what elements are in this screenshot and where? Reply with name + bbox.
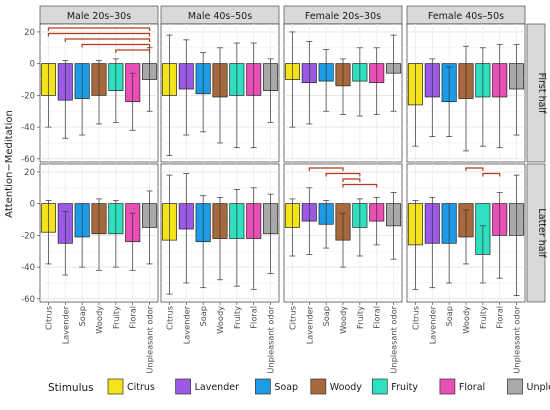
significance-bracket bbox=[465, 167, 484, 171]
y-tick-label: 0 bbox=[30, 200, 35, 210]
x-tick-label: Soap bbox=[77, 306, 87, 326]
legend-swatch-fruity bbox=[371, 378, 388, 395]
y-tick-label: 20 bbox=[24, 168, 35, 178]
x-tick-label: Fruity bbox=[355, 306, 365, 329]
legend-label: Lavender bbox=[195, 382, 239, 393]
x-tick-label: Lavender bbox=[304, 305, 314, 344]
x-tick-label: Floral bbox=[495, 306, 505, 329]
significance-bracket bbox=[482, 172, 501, 177]
strip-row-label-1: Latter half bbox=[536, 208, 547, 258]
y-tick-label: -40 bbox=[21, 263, 35, 273]
legend-label: Citrus bbox=[127, 382, 155, 393]
x-tick-label: Citrus bbox=[164, 306, 174, 330]
strip-col-label-2: Female 20s–30s bbox=[305, 11, 381, 22]
legend-swatch-unpleasant-odor bbox=[507, 378, 523, 395]
x-tick-label: Woody bbox=[215, 306, 225, 334]
legend-title: Stimulus bbox=[48, 382, 94, 394]
x-tick-label: Woody bbox=[338, 306, 348, 334]
legend-label: Woody bbox=[330, 382, 362, 393]
y-tick-label: -60 bbox=[21, 155, 35, 165]
x-tick-label: Citrus bbox=[410, 306, 420, 330]
legend-label: Unpleasant odor bbox=[527, 382, 550, 393]
significance-bracket bbox=[342, 183, 378, 188]
y-axis-title: Attention−Meditation bbox=[4, 110, 15, 218]
x-tick-label: Lavender bbox=[60, 305, 70, 344]
legend-swatch-citrus bbox=[107, 378, 124, 395]
strip-col-label-3: Female 40s–50s bbox=[428, 11, 504, 22]
x-tick-label: Unpleasant odor bbox=[512, 305, 522, 373]
significance-bracket bbox=[64, 38, 151, 42]
legend-label: Soap bbox=[274, 382, 298, 393]
strip-col-label-0: Male 20s–30s bbox=[67, 11, 131, 22]
x-tick-label: Floral bbox=[249, 306, 259, 329]
y-tick-label: -40 bbox=[21, 123, 35, 133]
x-tick-label: Floral bbox=[128, 306, 138, 329]
significance-bracket bbox=[115, 49, 151, 53]
strip-col-label-1: Male 40s–50s bbox=[188, 11, 252, 22]
x-tick-label: Soap bbox=[198, 306, 208, 326]
y-tick-label: -60 bbox=[21, 295, 35, 305]
y-tick-label: 20 bbox=[24, 28, 35, 38]
y-tick-label: 0 bbox=[30, 60, 35, 70]
x-tick-label: Woody bbox=[94, 306, 104, 334]
legend-label: Floral bbox=[459, 382, 485, 393]
x-tick-label: Soap bbox=[321, 306, 331, 326]
x-tick-label: Unpleasant odor bbox=[145, 305, 155, 373]
legend-swatch-floral bbox=[439, 378, 456, 395]
y-tick-label: -20 bbox=[21, 91, 35, 101]
x-tick-label: Lavender bbox=[427, 305, 437, 344]
strip-row-1 bbox=[526, 163, 546, 303]
x-tick-label: Lavender bbox=[181, 305, 191, 344]
significance-bracket bbox=[325, 172, 361, 177]
significance-bracket bbox=[342, 178, 361, 182]
significance-bracket bbox=[47, 32, 151, 37]
y-tick-label: -20 bbox=[21, 231, 35, 241]
x-tick-label: Soap bbox=[444, 306, 454, 326]
x-tick-label: Citrus bbox=[43, 306, 53, 330]
x-tick-label: Floral bbox=[372, 306, 382, 329]
strip-row-label-0: First half bbox=[536, 73, 547, 114]
x-tick-label: Fruity bbox=[478, 306, 488, 329]
x-tick-label: Fruity bbox=[111, 306, 121, 329]
x-tick-label: Fruity bbox=[232, 306, 242, 329]
legend-swatch-woody bbox=[310, 378, 327, 395]
x-tick-label: Citrus bbox=[287, 306, 297, 330]
strip-row-0 bbox=[526, 23, 546, 163]
x-tick-label: Unpleasant odor bbox=[266, 305, 276, 373]
legend-label: Fruity bbox=[391, 382, 418, 393]
significance-bracket bbox=[47, 27, 151, 31]
legend-swatch-lavender bbox=[175, 378, 191, 395]
legend-swatch-soap bbox=[255, 378, 271, 395]
x-tick-label: Unpleasant odor bbox=[389, 305, 399, 373]
significance-bracket bbox=[81, 43, 151, 48]
x-tick-label: Woody bbox=[461, 306, 471, 334]
significance-bracket bbox=[308, 167, 344, 171]
